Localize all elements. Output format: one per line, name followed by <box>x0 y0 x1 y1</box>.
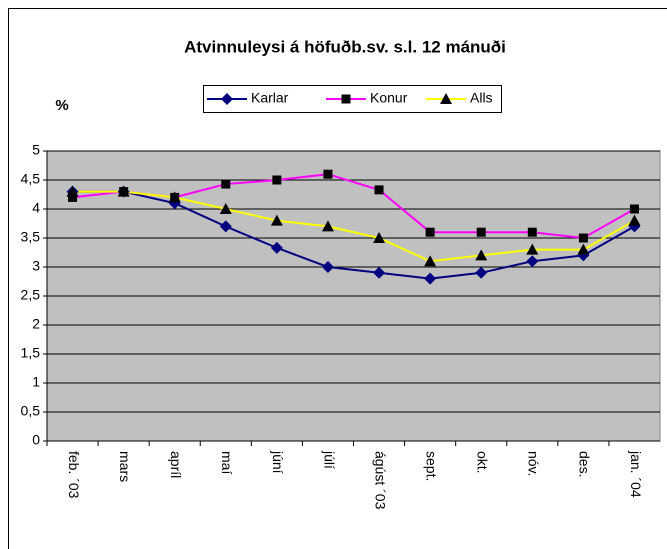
y-tick-label: 4,5 <box>21 171 41 187</box>
marker <box>221 179 231 189</box>
marker <box>373 266 386 279</box>
x-tick-label: ágúst ´03 <box>372 451 388 510</box>
x-tick-label: des. <box>577 451 593 477</box>
y-tick-label: 4 <box>32 200 40 216</box>
legend-label: Konur <box>370 90 408 106</box>
marker <box>424 255 437 267</box>
legend-label: Alls <box>470 90 493 106</box>
y-tick-label: 5 <box>32 142 40 158</box>
marker <box>219 203 232 214</box>
marker <box>476 227 486 237</box>
marker <box>374 185 384 195</box>
marker <box>321 220 334 232</box>
marker <box>323 169 333 179</box>
marker <box>270 214 283 226</box>
marker <box>577 243 590 255</box>
series-line <box>72 190 635 263</box>
marker <box>424 272 437 285</box>
y-tick-label: 3 <box>32 258 40 274</box>
marker <box>628 214 641 226</box>
x-tick-label: nóv. <box>526 451 542 476</box>
marker <box>341 94 351 104</box>
x-tick-label: maí <box>219 451 235 474</box>
x-tick-label: júlí <box>321 450 337 469</box>
marker <box>475 266 488 279</box>
y-axis-label: % <box>55 97 68 114</box>
marker <box>578 233 588 243</box>
y-tick-label: 2,5 <box>21 287 41 303</box>
y-tick-label: 0,5 <box>21 403 41 419</box>
marker <box>629 204 639 214</box>
x-tick-label: júní <box>270 450 286 474</box>
marker <box>526 243 539 255</box>
marker <box>440 93 452 104</box>
marker <box>321 261 334 273</box>
series-line <box>72 190 635 280</box>
marker <box>270 241 283 254</box>
marker <box>272 175 282 185</box>
marker <box>117 185 130 197</box>
x-tick-label: mars <box>117 451 133 482</box>
marker <box>373 232 386 243</box>
x-tick-label: okt. <box>475 451 491 474</box>
y-tick-label: 2 <box>32 316 40 332</box>
marker <box>221 93 233 105</box>
y-tick-label: 0 <box>32 432 40 448</box>
marker <box>219 220 232 233</box>
y-tick-label: 1 <box>32 374 40 390</box>
x-tick-label: apríl <box>168 451 184 478</box>
x-tick-label: feb. ´03 <box>66 451 82 499</box>
marker <box>475 249 488 261</box>
legend-label: Karlar <box>251 90 289 106</box>
y-tick-label: 1,5 <box>21 345 41 361</box>
x-tick-label: jan. ´04 <box>628 450 644 498</box>
chart-title: Atvinnuleysi á höfuðb.sv. s.l. 12 mánuði <box>184 37 506 56</box>
marker <box>68 192 78 202</box>
x-tick-label: sept. <box>423 451 439 481</box>
marker <box>66 185 79 197</box>
marker <box>425 227 435 237</box>
marker <box>527 227 537 237</box>
marker <box>526 255 539 268</box>
y-tick-label: 3,5 <box>21 229 41 245</box>
marker <box>168 191 181 203</box>
